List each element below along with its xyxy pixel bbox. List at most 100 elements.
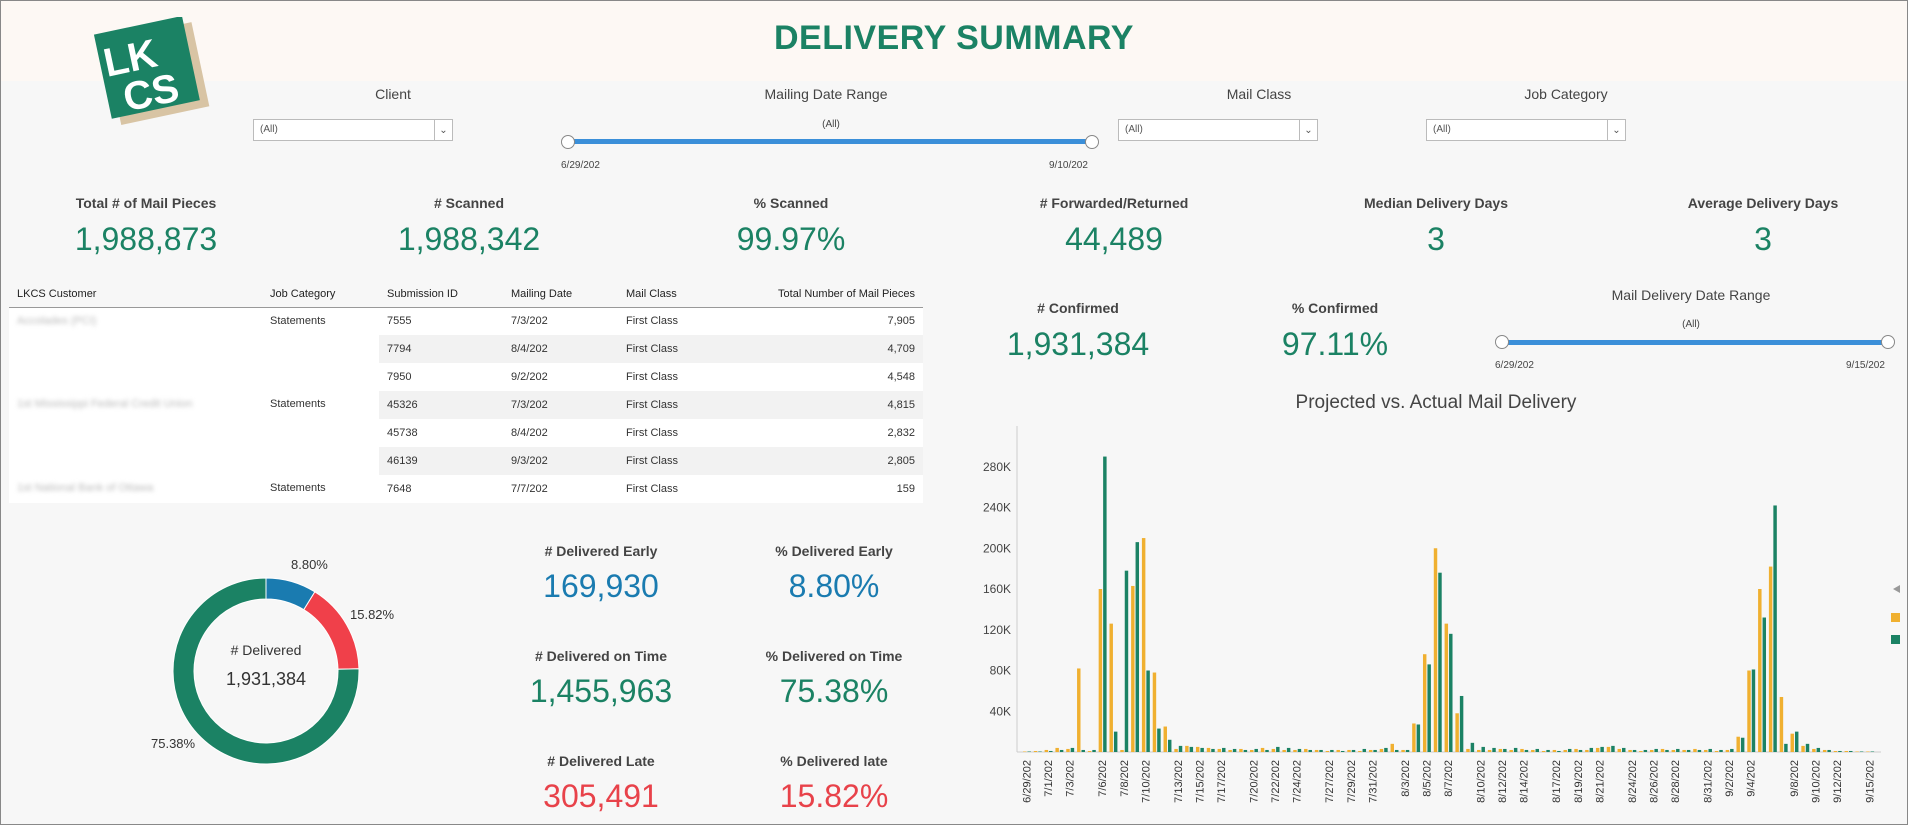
chart-bar[interactable] xyxy=(1286,747,1291,752)
chart-bar[interactable] xyxy=(1492,747,1496,752)
chart-bar[interactable] xyxy=(1358,750,1362,752)
chart-bar[interactable] xyxy=(1859,751,1864,752)
chart-bar[interactable] xyxy=(1552,749,1557,752)
chart-bar[interactable] xyxy=(1066,748,1070,752)
chart-bar[interactable] xyxy=(1822,749,1827,752)
chart-bar[interactable] xyxy=(1805,743,1810,752)
legend-scroll-icon[interactable] xyxy=(1891,584,1901,594)
chart-bar[interactable] xyxy=(1866,751,1870,752)
chart-bar[interactable] xyxy=(1470,742,1475,752)
chart-bar[interactable] xyxy=(1167,739,1172,752)
col-total[interactable]: Total Number of Mail Pieces xyxy=(728,281,923,308)
chart-bar[interactable] xyxy=(1405,749,1410,752)
chart-bar[interactable] xyxy=(1087,750,1092,752)
chart-bar[interactable] xyxy=(1459,695,1464,752)
chart-bar[interactable] xyxy=(1844,750,1849,752)
table-row[interactable]: Accolades (PCI) Statements 7555 7/3/202 … xyxy=(9,307,923,391)
chart-bar[interactable] xyxy=(1660,748,1665,752)
chart-bar[interactable] xyxy=(1546,749,1550,752)
chart-bar[interactable] xyxy=(1714,750,1719,752)
chart-bar[interactable] xyxy=(1827,749,1831,752)
chart-bar[interactable] xyxy=(1211,748,1215,752)
chart-bar[interactable] xyxy=(1758,589,1762,752)
chart-bar[interactable] xyxy=(1422,654,1427,752)
job-category-select[interactable]: (All) ⌄ xyxy=(1426,119,1626,141)
chart-bar[interactable] xyxy=(1131,585,1135,752)
chevron-down-icon[interactable]: ⌄ xyxy=(434,120,452,140)
chart-bar[interactable] xyxy=(1185,745,1189,752)
mailing-date-end-handle[interactable] xyxy=(1085,135,1099,149)
chart-bar[interactable] xyxy=(1098,589,1103,752)
chart-bar[interactable] xyxy=(1628,749,1632,752)
chart-bar[interactable] xyxy=(1682,749,1686,752)
chart-bar[interactable] xyxy=(1643,749,1648,752)
chart-bar[interactable] xyxy=(1747,670,1751,753)
chart-bar[interactable] xyxy=(1113,731,1118,752)
chart-bar[interactable] xyxy=(1314,749,1319,752)
chart-bar[interactable] xyxy=(1055,747,1059,752)
chart-bar[interactable] xyxy=(1120,749,1124,752)
delivery-date-end-handle[interactable] xyxy=(1881,335,1895,349)
col-mailing-date[interactable]: Mailing Date xyxy=(503,281,618,308)
chart-bar[interactable] xyxy=(1762,617,1767,752)
chart-bar[interactable] xyxy=(1649,749,1654,752)
chart-bar[interactable] xyxy=(1816,747,1821,752)
chart-bar[interactable] xyxy=(1416,724,1421,752)
chart-bar[interactable] xyxy=(1503,748,1507,752)
chart-bar[interactable] xyxy=(1195,746,1200,752)
chart-bar[interactable] xyxy=(1654,748,1658,752)
chart-bar[interactable] xyxy=(1693,748,1697,752)
chart-bar[interactable] xyxy=(1232,748,1237,752)
chart-bar[interactable] xyxy=(1174,748,1178,752)
mailing-date-slider[interactable] xyxy=(568,139,1093,144)
chart-bar[interactable] xyxy=(1730,748,1734,752)
table-row[interactable]: 1st National Bank of Ottawa Statements 7… xyxy=(9,475,923,503)
chart-bar[interactable] xyxy=(1779,696,1784,752)
chart-bar[interactable] xyxy=(1535,748,1539,752)
chart-bar[interactable] xyxy=(1740,737,1745,752)
chart-bar[interactable] xyxy=(1838,750,1842,752)
chart-bar[interactable] xyxy=(1228,749,1232,752)
delivery-date-slider[interactable] xyxy=(1502,340,1888,345)
chart-bar[interactable] xyxy=(1541,750,1546,752)
chart-bar[interactable] xyxy=(1557,750,1561,752)
chart-bar[interactable] xyxy=(1617,748,1622,752)
chart-bar[interactable] xyxy=(1379,748,1384,752)
chart-bar[interactable] xyxy=(1725,749,1730,752)
chart-bar[interactable] xyxy=(1449,633,1453,752)
chart-bar[interactable] xyxy=(1033,750,1038,752)
chart-bar[interactable] xyxy=(1790,733,1794,752)
chart-bar[interactable] xyxy=(1146,670,1150,753)
chart-bar[interactable] xyxy=(1639,750,1643,752)
chart-bar[interactable] xyxy=(1589,747,1594,752)
chart-bar[interactable] xyxy=(1509,749,1513,752)
chart-bar[interactable] xyxy=(1077,668,1081,752)
chart-bar[interactable] xyxy=(1027,751,1031,752)
chart-bar[interactable] xyxy=(1401,749,1405,752)
chart-bar[interactable] xyxy=(1384,747,1388,752)
chart-bar[interactable] xyxy=(1103,456,1107,752)
chart-bar[interactable] xyxy=(1794,731,1799,752)
chart-bar[interactable] xyxy=(1362,748,1367,752)
chart-bar[interactable] xyxy=(1308,749,1312,752)
chart-bar[interactable] xyxy=(1023,751,1027,752)
chart-bar[interactable] xyxy=(1455,713,1459,752)
chart-bar[interactable] xyxy=(1059,749,1064,752)
chart-bar[interactable] xyxy=(1293,749,1297,752)
delivery-date-start-handle[interactable] xyxy=(1495,335,1509,349)
chart-bar[interactable] xyxy=(1578,749,1583,752)
chart-bar[interactable] xyxy=(1157,728,1161,752)
chart-bar[interactable] xyxy=(1671,749,1676,752)
chart-bar[interactable] xyxy=(1271,748,1276,752)
chart-bar[interactable] xyxy=(1563,749,1567,752)
chart-bar[interactable] xyxy=(1206,747,1211,752)
chart-bar[interactable] xyxy=(1622,747,1626,752)
chart-bar[interactable] xyxy=(1427,664,1431,752)
chart-bar[interactable] xyxy=(1081,749,1085,752)
col-mail-class[interactable]: Mail Class xyxy=(618,281,728,308)
chart-bar[interactable] xyxy=(1481,746,1485,752)
chart-bar[interactable] xyxy=(1477,749,1481,752)
chart-bar[interactable] xyxy=(1189,746,1194,752)
chart-bar[interactable] xyxy=(1498,748,1503,752)
chart-bar[interactable] xyxy=(1254,748,1258,752)
